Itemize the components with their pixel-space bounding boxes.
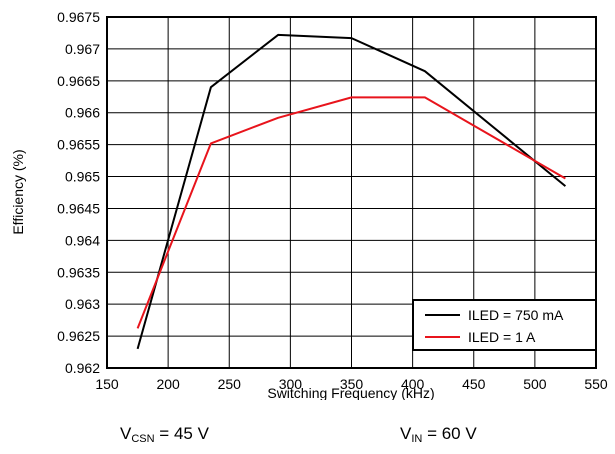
y-tick-label: 0.9645 — [57, 200, 100, 216]
x-tick-label: 450 — [462, 376, 486, 392]
y-tick-labels: 0.962 0.9625 0.963 0.9635 0.964 0.9645 0.965 0.… — [57, 9, 100, 376]
y-tick-label: 0.962 — [65, 360, 100, 376]
x-tick-label: 150 — [95, 376, 119, 392]
caption-vcsn: VCSN = 45 V — [120, 424, 209, 445]
legend-label: ILED = 750 mA — [468, 307, 564, 323]
x-tick-label: 550 — [584, 376, 608, 392]
caption-vin-main: V — [400, 424, 412, 443]
series-layer — [136, 33, 567, 350]
x-tick-label: 400 — [401, 376, 425, 392]
x-tick-label: 300 — [279, 376, 303, 392]
caption-vin: VIN = 60 V — [400, 424, 477, 445]
y-tick-label: 0.9675 — [57, 9, 100, 25]
x-tick-label: 500 — [523, 376, 547, 392]
x-axis-label: Switching Frequency (kHz) — [267, 385, 434, 400]
y-tick-label: 0.966 — [65, 105, 100, 121]
y-tick-label: 0.9665 — [57, 73, 100, 89]
y-tick-label: 0.964 — [65, 232, 100, 248]
y-axis-label: Efficiency (%) — [10, 149, 26, 234]
plot-frame — [106, 16, 597, 369]
caption-vin-rest: = 60 V — [422, 424, 477, 443]
caption-vcsn-main: V — [120, 424, 132, 443]
caption-vcsn-rest: = 45 V — [154, 424, 209, 443]
y-tick-label: 0.963 — [65, 296, 100, 312]
caption-vcsn-sub: CSN — [131, 433, 155, 445]
y-tick-label: 0.9635 — [57, 264, 100, 280]
efficiency-chart: 150 200 250 300 350 400 450 500 550 0.9620.96250… — [10, 9, 608, 400]
legend-label: ILED = 1 A — [468, 329, 536, 345]
caption-vin-sub: IN — [411, 433, 423, 445]
series-line-iled-1a — [136, 96, 566, 329]
y-tick-label: 0.967 — [65, 41, 100, 57]
y-tick-label: 0.9625 — [57, 328, 100, 344]
grid-lines — [106, 16, 597, 369]
legend: ILED = 750 mA ILED = 1 A — [412, 299, 597, 351]
series-line-iled-750ma — [136, 33, 567, 350]
y-tick-label: 0.9655 — [57, 137, 100, 153]
x-tick-labels: 150 200 250 300 350 400 450 500 550 — [95, 376, 608, 392]
y-tick-label: 0.965 — [65, 169, 100, 185]
x-tick-label: 350 — [340, 376, 364, 392]
x-tick-label: 200 — [156, 376, 180, 392]
legend-box — [412, 299, 597, 351]
x-tick-label: 250 — [218, 376, 242, 392]
